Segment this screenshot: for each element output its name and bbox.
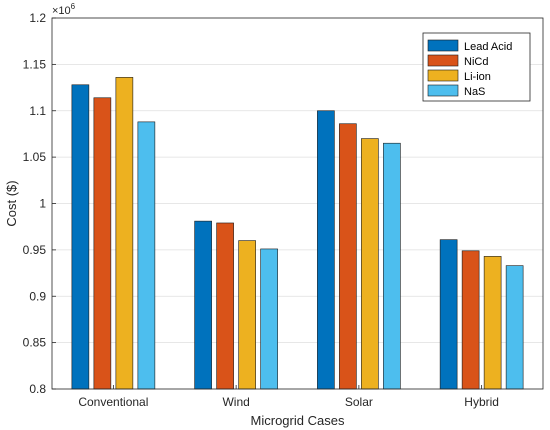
bars: [71, 77, 524, 390]
bar-li-ion-wind: [238, 240, 256, 390]
y-ticks: 0.8 0.85 0.9 0.95 1 1.05 1.1 1.15 1.2: [23, 11, 56, 396]
bar-nas-solar: [383, 142, 401, 390]
legend-swatch: [427, 39, 459, 52]
y-axis-exponent-base: ×10: [52, 5, 71, 17]
bar-li-ion-hybrid: [483, 256, 502, 390]
y-tick-label: 0.85: [23, 336, 47, 350]
legend-label: Li-ion: [464, 71, 491, 83]
y-tick-label: 0.95: [23, 243, 47, 257]
x-ticks: Conventional Wind Solar Hybrid: [78, 385, 499, 409]
bar-li-ion-solar: [361, 138, 379, 390]
bar-nas-wind: [260, 248, 278, 390]
bar-lead-acid-hybrid: [439, 239, 458, 390]
bar-nicd-wind: [216, 222, 234, 390]
y-tick-label: 0.9: [29, 289, 46, 303]
bar-lead-acid-conventional: [71, 84, 90, 390]
legend-swatch: [427, 54, 459, 67]
x-tick-label: Wind: [222, 395, 249, 409]
legend-swatch: [427, 84, 459, 97]
y-tick-label: 0.8: [29, 382, 46, 396]
legend-label: Lead Acid: [464, 41, 512, 53]
x-tick-label: Solar: [345, 395, 373, 409]
bar-nicd-hybrid: [461, 250, 480, 390]
bar-nas-hybrid: [505, 265, 524, 390]
y-tick-label: 1.2: [29, 11, 46, 25]
x-tick-label: Hybrid: [464, 395, 499, 409]
legend: Lead Acid NiCd Li-ion NaS: [422, 32, 531, 102]
y-axis-label: Cost ($): [4, 180, 19, 226]
y-axis-exponent: ×106: [52, 2, 76, 17]
legend-label: NiCd: [464, 56, 488, 68]
y-axis-exponent-power: 6: [71, 2, 76, 11]
y-tick-label: 1.15: [23, 57, 47, 71]
bar-nas-conventional: [137, 121, 156, 390]
bar-nicd-solar: [339, 123, 357, 390]
y-tick-label: 1: [39, 197, 46, 211]
bar-lead-acid-solar: [317, 110, 335, 390]
legend-label: NaS: [464, 86, 485, 98]
legend-swatch: [427, 69, 459, 82]
x-axis-label: Microgrid Cases: [251, 413, 345, 428]
bar-lead-acid-wind: [194, 220, 212, 390]
x-tick-label: Conventional: [78, 395, 148, 409]
y-tick-label: 1.05: [23, 150, 47, 164]
y-tick-label: 1.1: [29, 104, 46, 118]
bar-li-ion-conventional: [115, 77, 134, 390]
bar-nicd-conventional: [93, 97, 112, 390]
